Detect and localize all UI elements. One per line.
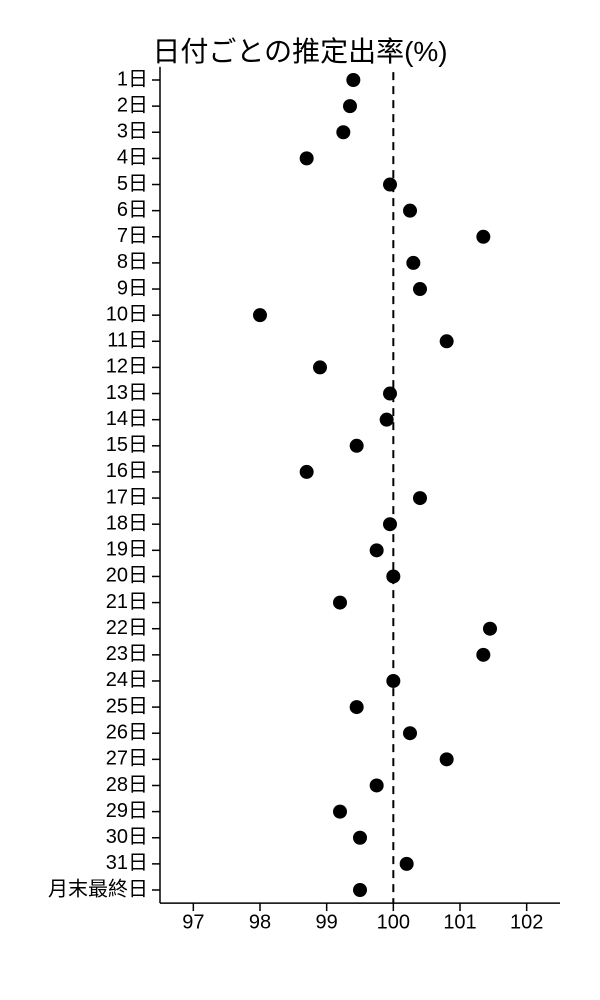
data-point (343, 99, 357, 113)
y-tick-label: 10日 (106, 303, 148, 325)
data-point (400, 857, 414, 871)
x-tick-label: 102 (510, 912, 543, 934)
data-point (353, 831, 367, 845)
y-tick-label: 26日 (106, 722, 148, 744)
y-tick-label: 19日 (106, 539, 148, 561)
data-point (476, 648, 490, 662)
y-tick-label: 17日 (106, 486, 148, 508)
y-tick-label: 27日 (106, 748, 148, 770)
data-point (440, 752, 454, 766)
data-point (300, 151, 314, 165)
data-point (380, 413, 394, 427)
data-point (370, 543, 384, 557)
chart-container: 日付ごとの推定出率(%) 1日 2日 3日 4日 5日 6日 7日 8日 9日 10日 11日 12日… (0, 0, 600, 1000)
x-tick-label: 101 (443, 912, 476, 934)
data-point (350, 700, 364, 714)
data-point (440, 334, 454, 348)
x-tick-label: 100 (377, 912, 410, 934)
data-point (350, 439, 364, 453)
data-point (346, 73, 360, 87)
data-point (413, 282, 427, 296)
y-tick-label: 1日 (117, 68, 148, 90)
y-tick-label: 11日 (107, 330, 148, 352)
y-tick-label: 7日 (117, 225, 148, 247)
y-tick-label: 9日 (117, 277, 148, 299)
y-tick-label: 月末最終日 (48, 877, 148, 900)
data-point (353, 883, 367, 897)
y-tick-label: 21日 (106, 591, 148, 613)
y-tick-label: 20日 (106, 565, 148, 587)
x-tick-label: 98 (249, 912, 271, 934)
data-point (403, 204, 417, 218)
data-point (300, 465, 314, 479)
y-tick-label: 2日 (117, 94, 148, 116)
y-tick-label: 4日 (117, 147, 148, 169)
data-point (253, 308, 267, 322)
y-tick-label: 25日 (106, 695, 148, 717)
data-point (336, 125, 350, 139)
data-point (403, 726, 417, 740)
data-point (413, 491, 427, 505)
data-point (406, 256, 420, 270)
x-tick-label: 97 (182, 912, 204, 934)
y-tick-label: 23日 (106, 643, 148, 665)
scatter-chart: 1日 2日 3日 4日 5日 6日 7日 8日 9日 10日 11日 12日 13日 14日 15日 16日 1… (0, 0, 600, 1000)
data-point (383, 178, 397, 192)
x-tick-label: 99 (316, 912, 338, 934)
data-point (333, 596, 347, 610)
y-tick-label: 16日 (106, 460, 148, 482)
data-point (383, 517, 397, 531)
y-tick-label: 14日 (106, 408, 148, 430)
y-tick-label: 5日 (117, 173, 148, 195)
y-tick-label: 29日 (106, 800, 148, 822)
y-tick-label: 6日 (117, 199, 148, 221)
y-tick-label: 8日 (117, 251, 148, 273)
y-tick-label: 15日 (106, 434, 148, 456)
data-point (333, 805, 347, 819)
y-tick-label: 28日 (106, 774, 148, 796)
y-tick-label: 13日 (106, 382, 148, 404)
data-point (476, 230, 490, 244)
data-point (383, 387, 397, 401)
chart-title: 日付ごとの推定出率(%) (0, 30, 600, 70)
y-tick-label: 22日 (106, 617, 148, 639)
y-tick-label: 31日 (106, 852, 148, 874)
data-point (386, 674, 400, 688)
data-point (483, 622, 497, 636)
data-point (370, 778, 384, 792)
y-tick-label: 30日 (106, 826, 148, 848)
data-point (313, 360, 327, 374)
y-tick-label: 3日 (117, 121, 148, 143)
y-tick-label: 24日 (106, 669, 148, 691)
data-point (386, 569, 400, 583)
y-tick-label: 12日 (106, 356, 148, 378)
y-tick-label: 18日 (106, 512, 148, 534)
